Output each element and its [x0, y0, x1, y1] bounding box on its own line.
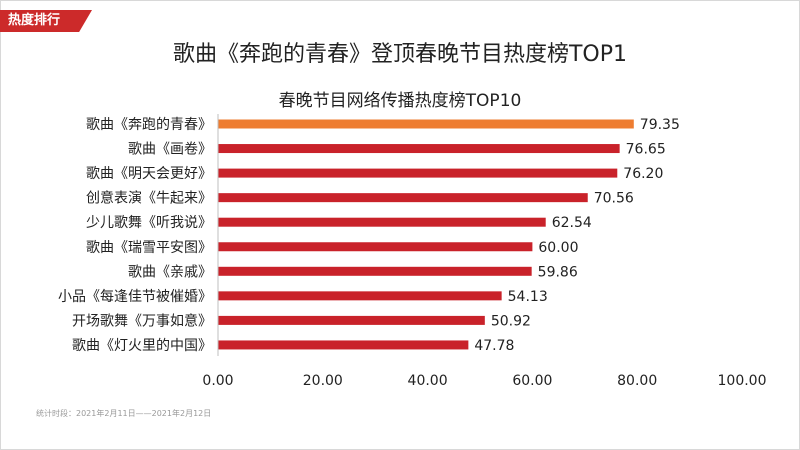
value-label-10: 47.78: [474, 338, 514, 354]
x-tick-label: 40.00: [408, 373, 448, 389]
value-label-5: 62.54: [552, 215, 592, 231]
value-label-6: 60.00: [538, 240, 578, 256]
bar-5: [218, 217, 546, 227]
value-label-7: 59.86: [538, 264, 578, 280]
bar-1: [218, 119, 634, 129]
value-label-2: 76.65: [626, 142, 666, 158]
category-label-5: 少儿歌舞《听我说》: [86, 215, 212, 231]
category-label-1: 歌曲《奔跑的青春》: [86, 117, 212, 133]
bar-2: [218, 144, 620, 154]
category-label-4: 创意表演《牛起来》: [86, 190, 212, 207]
x-tick-label: 0.00: [202, 373, 233, 389]
statistics-period-note: 统计时段：2021年2月11日——2021年2月12日: [36, 409, 212, 418]
value-label-3: 76.20: [623, 166, 663, 182]
chart-title: 春晚节目网络传播热度榜TOP10: [278, 91, 522, 111]
ranking-badge: 热度排行: [0, 10, 92, 32]
category-label-2: 歌曲《画卷》: [128, 142, 212, 158]
value-label-9: 50.92: [491, 313, 531, 329]
bars-group: [218, 119, 634, 350]
value-label-1: 79.35: [640, 117, 680, 133]
x-tick-label: 20.00: [303, 373, 343, 389]
bar-7: [218, 266, 532, 276]
bar-6: [218, 242, 533, 252]
category-label-10: 歌曲《灯火里的中国》: [72, 338, 212, 354]
bar-4: [218, 193, 588, 203]
x-tick-label: 80.00: [617, 373, 657, 389]
category-label-9: 开场歌舞《万事如意》: [72, 312, 212, 329]
category-label-3: 歌曲《明天会更好》: [86, 166, 212, 182]
bar-10: [218, 340, 469, 350]
category-labels: 歌曲《奔跑的青春》歌曲《画卷》歌曲《明天会更好》创意表演《牛起来》少儿歌舞《听我…: [58, 117, 212, 354]
bar-3: [218, 168, 618, 178]
bar-9: [218, 315, 485, 325]
bar-8: [218, 291, 502, 301]
category-label-7: 歌曲《亲戚》: [128, 264, 212, 280]
value-label-4: 70.56: [594, 191, 634, 207]
x-tick-label: 100.00: [718, 373, 767, 389]
value-label-8: 54.13: [508, 289, 548, 305]
category-label-6: 歌曲《瑞雪平安图》: [86, 240, 212, 256]
x-axis-ticks: 0.00 20.00 40.00 60.00 80.00 100.00: [202, 373, 766, 389]
page-headline: 歌曲《奔跑的青春》登顶春晚节目热度榜TOP1: [172, 42, 628, 67]
category-label-8: 小品《每逢佳节被催婚》: [58, 289, 212, 305]
x-tick-label: 60.00: [512, 373, 552, 389]
